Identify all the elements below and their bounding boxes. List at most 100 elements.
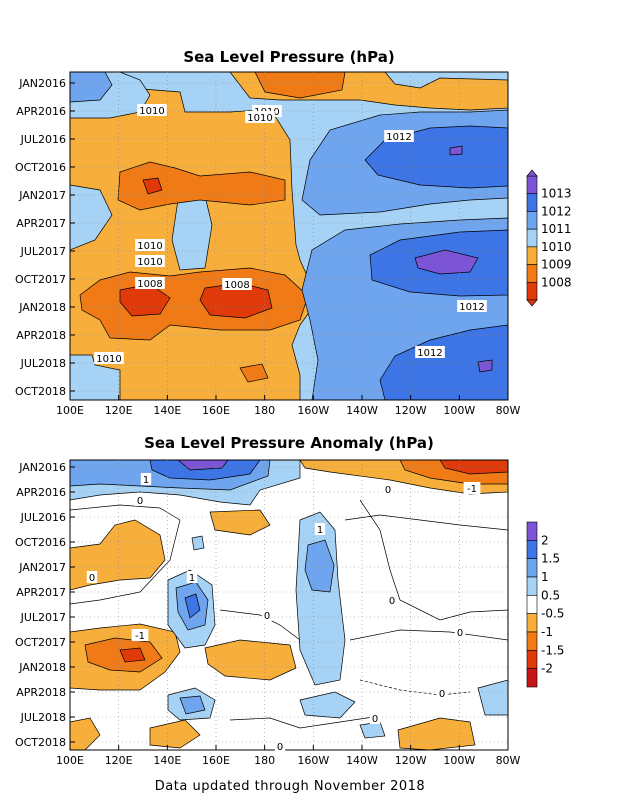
contour-label: 1010 [139,106,164,117]
x-tick-label: 120W [395,754,427,767]
anom-neg-0.5-1-c [204,639,297,681]
colorbar-label: 1013 [541,187,572,201]
region-above-1013-b [449,145,463,156]
colorbar-swatch [526,281,538,301]
contour-label-bg [135,255,165,267]
x-tick-label: 100E [56,404,84,417]
colorbar-swatch [526,211,538,230]
y-tick-label: OCT2018 [15,385,66,398]
region-below-1008-c [142,177,163,195]
y-tick-label: JAN2016 [18,461,66,474]
colorbar-label: -1 [541,625,553,639]
y-tick-label: APR2016 [16,486,66,499]
y-tick-label: JAN2017 [18,561,66,574]
y-tick-label: JAN2018 [18,661,66,674]
contour-label-bg [245,111,275,123]
contour-label: 1010 [96,354,121,365]
y-tick-label: APR2018 [16,329,66,342]
colorbar-label: 2 [541,533,549,547]
region-1008-1009-c [239,363,269,383]
bottom-colorbar: 2 1.5 1 0.5 -0.5 -1 -1.5 -2 [526,521,564,688]
colorbar-label: 1.5 [541,552,560,566]
colorbar-swatch [526,631,538,651]
colorbar-swatch [526,650,538,669]
contour-label-bg [94,352,124,364]
region-1008-1009-a [117,161,286,211]
anom-neg-0.5-1-c2 [209,509,271,536]
top-colorbar: 1013 1012 1011 1010 1009 1008 [526,169,572,307]
top-chart-title: Sea Level Pressure (hPa) [183,48,394,66]
anom-zero-contour-3 [344,514,508,531]
top-chart-contour-labels: 1010101010101012101010101008100810121010… [94,104,487,365]
region-above-1013-a [414,249,479,275]
x-tick-label: 160E [202,754,230,767]
colorbar-swatch [526,228,538,248]
x-tick-label: 100W [443,754,475,767]
x-tick-label: 100E [56,754,84,767]
x-tick-label: 140W [346,754,378,767]
contour-label-bg [135,277,165,289]
y-tick-label: APR2016 [16,105,66,118]
colorbar-label: 1008 [541,275,572,289]
colorbar-label: 1009 [541,258,572,272]
x-tick-label: 100W [443,404,475,417]
colorbar-swatch [526,558,538,578]
contour-label-bg [314,523,326,535]
anom-zero-contour-1 [70,504,181,605]
y-tick-label: OCT2016 [15,161,66,174]
colorbar-swatch [526,246,538,265]
x-tick-label: 160W [297,754,329,767]
contour-label: 0 [385,485,391,496]
contour-label-bg [134,494,146,506]
contour-label: 0 [264,611,270,622]
x-tick-label: 120E [105,754,133,767]
contour-label-bg [454,626,466,638]
colorbar-label: 1011 [541,222,572,236]
contour-label: -1 [135,631,145,642]
region-above-1013-c [477,359,493,373]
contour-label-bg [137,104,167,116]
x-tick-label: 140E [153,404,181,417]
x-tick-label: 80W [496,404,521,417]
contour-label: 1012 [417,348,442,359]
contour-label-bg [382,483,394,495]
contour-label: 1 [143,475,149,486]
anom-neg-1.5-2-w2 [119,647,146,663]
anom-pos-2-top [177,460,229,471]
colorbar-swatch [526,595,538,614]
y-tick-label: JUL2017 [20,245,66,258]
anom-zero-contour-2 [359,499,508,621]
contour-label-bg [86,571,98,583]
colorbar-swatch [526,613,538,633]
contour-label: 0 [137,496,143,507]
contour-label: 1 [189,573,195,584]
contour-label: 1012 [459,302,484,313]
x-tick-label: 140W [346,404,378,417]
contour-label-bg [415,346,445,358]
anom-pos-0.5-1-se1 [299,691,356,719]
anom-pos-1-1.5-s [179,695,206,715]
bottom-chart-ticks: 100E 120E 140E 160E 180 160W 140W 120W 100W 80W JA… [15,461,521,767]
contour-label-bg [463,482,481,494]
y-tick-label: OCT2017 [15,636,66,649]
colorbar-label: 0.5 [541,588,560,602]
bottom-chart-field [70,460,508,750]
y-tick-label: OCT2018 [15,736,66,749]
contour-label: 1008 [137,279,162,290]
contour-label: 1010 [247,113,272,124]
x-tick-label: 120W [395,404,427,417]
x-tick-label: 180 [254,404,275,417]
contour-label-bg [436,687,448,699]
contour-label-bg [222,278,252,290]
colorbar-swatch [526,264,538,283]
anom-neg-0.5-1-se [397,717,476,750]
contour-label: 1010 [137,257,162,268]
anom-pos-1.5-2-w [184,593,201,619]
x-tick-label: 180 [254,754,275,767]
contour-label-bg [186,571,198,583]
contour-label: 0 [372,714,378,725]
colorbar-cap [526,299,538,307]
contour-label-bg [369,712,381,724]
colorbar-swatch [526,576,538,596]
y-tick-label: OCT2017 [15,273,66,286]
